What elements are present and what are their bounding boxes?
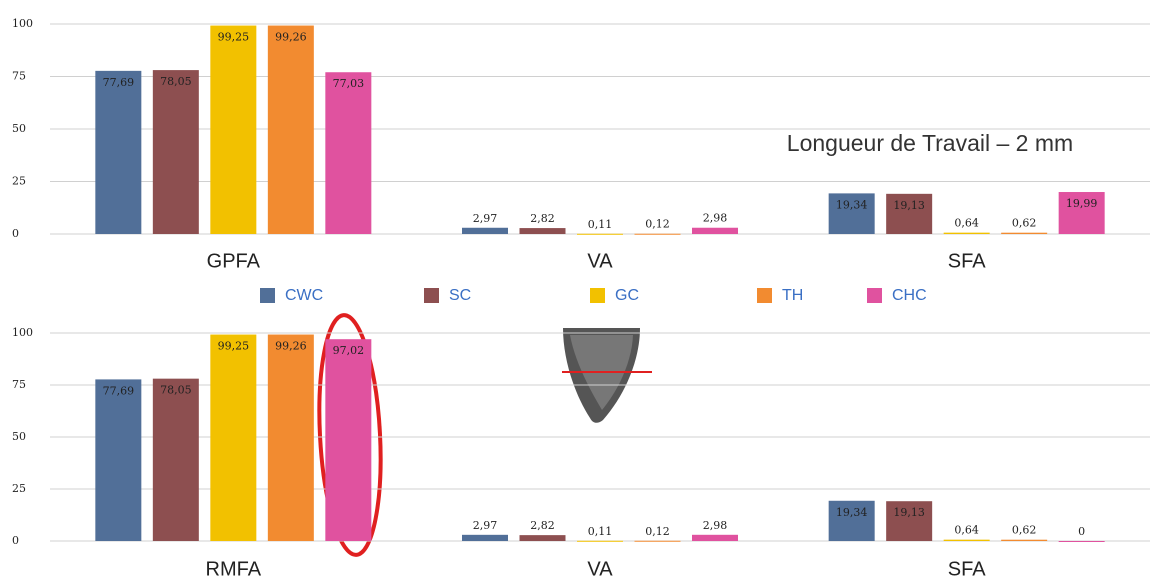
legend-swatch: [260, 288, 275, 303]
value-label: 19,13: [893, 199, 925, 212]
value-label: 99,25: [218, 31, 250, 44]
legend-swatch: [757, 288, 772, 303]
y-tick-label: 25: [12, 482, 26, 495]
legend-swatch: [867, 288, 882, 303]
y-tick-label: 0: [12, 227, 19, 240]
bar: [634, 540, 681, 542]
bar: [519, 228, 566, 234]
bar: [152, 378, 199, 541]
value-label: 0,11: [588, 218, 613, 231]
value-label: 0,62: [1012, 217, 1037, 230]
x-tick-label: VA: [587, 250, 613, 272]
bar: [267, 25, 314, 234]
y-tick-label: 0: [12, 534, 19, 547]
value-label: 19,99: [1066, 197, 1098, 210]
value-label: 77,69: [103, 384, 135, 397]
bar: [828, 193, 875, 234]
x-tick-label: SFA: [948, 250, 986, 272]
bar: [692, 227, 738, 234]
bar: [95, 379, 142, 541]
annotation: Longueur de Travail – 2 mm: [787, 130, 1073, 156]
value-label: 2,97: [473, 519, 498, 532]
value-label: 2,98: [703, 519, 728, 532]
bar: [577, 233, 623, 235]
value-label: 2,82: [530, 212, 555, 225]
value-label: 19,13: [893, 506, 925, 519]
value-label: 2,82: [530, 519, 555, 532]
y-tick-label: 100: [12, 326, 33, 339]
x-tick-label: SFA: [948, 558, 986, 580]
y-tick-label: 50: [12, 122, 26, 135]
value-label: 19,34: [836, 198, 868, 211]
bar: [519, 535, 566, 541]
value-label: 97,02: [333, 344, 365, 357]
bar: [1058, 192, 1105, 234]
bar: [462, 227, 508, 234]
value-label: 0,12: [645, 525, 670, 538]
bar: [886, 193, 933, 234]
bar: [267, 334, 314, 541]
bar: [1001, 232, 1048, 234]
value-label: 77,03: [333, 77, 365, 90]
bar: [95, 70, 142, 234]
bar: [1058, 541, 1105, 542]
value-label: 2,97: [473, 212, 498, 225]
bar: [210, 25, 257, 235]
legend-swatch: [424, 288, 439, 303]
value-label: 19,34: [836, 506, 868, 519]
legend-swatch: [590, 288, 605, 303]
bar: [210, 334, 257, 541]
value-label: 0,64: [954, 524, 979, 537]
bar: [325, 339, 372, 541]
value-label: 78,05: [160, 75, 192, 88]
x-tick-label: RMFA: [206, 558, 262, 580]
x-tick-label: VA: [587, 558, 613, 580]
y-tick-label: 50: [12, 430, 26, 443]
value-label: 77,69: [103, 76, 135, 89]
bar: [152, 70, 199, 234]
value-label: 99,26: [275, 340, 307, 353]
value-label: 2,98: [703, 212, 728, 225]
bar: [462, 534, 508, 541]
value-label: 99,25: [218, 340, 250, 353]
legend-label: TH: [782, 287, 803, 304]
bar: [325, 72, 372, 234]
y-tick-label: 75: [12, 378, 26, 391]
bar: [828, 500, 875, 541]
value-label: 0,62: [1012, 524, 1037, 537]
value-label: 99,26: [275, 31, 307, 44]
legend-label: CWC: [285, 287, 323, 304]
legend-label: GC: [615, 287, 639, 304]
x-tick-label: GPFA: [207, 250, 261, 272]
bar: [886, 501, 933, 541]
y-tick-label: 100: [12, 17, 33, 30]
value-label: 78,05: [160, 384, 192, 397]
bar: [577, 540, 623, 542]
legend-label: SC: [449, 287, 471, 304]
bar: [634, 233, 681, 235]
bar: [692, 534, 738, 541]
value-label: 0,64: [954, 217, 979, 230]
value-label: 0: [1078, 525, 1085, 538]
value-label: 0,11: [588, 525, 613, 538]
bar: [943, 232, 990, 234]
y-tick-label: 25: [12, 175, 26, 188]
legend-label: CHC: [892, 287, 927, 304]
value-label: 0,12: [645, 218, 670, 231]
bar: [943, 539, 990, 541]
y-tick-label: 75: [12, 70, 26, 83]
bar: [1001, 539, 1048, 541]
cone-illustration: [562, 328, 652, 423]
